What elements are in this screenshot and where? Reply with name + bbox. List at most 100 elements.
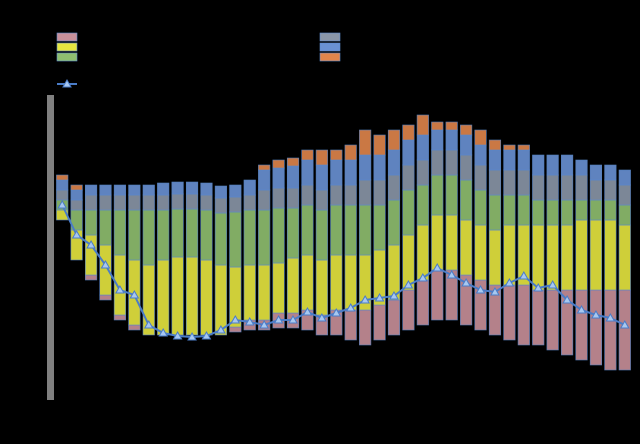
line [61, 204, 626, 339]
bar-segment [546, 350, 559, 400]
bar-segment [185, 256, 199, 336]
line-marker [331, 307, 342, 317]
bar-segment [503, 149, 516, 171]
bar-segment [474, 224, 487, 281]
bar-segment [243, 330, 256, 400]
bar-segment [70, 184, 83, 191]
bar-segment [489, 335, 501, 400]
bar-segment [589, 289, 603, 366]
bar-segment [99, 194, 112, 211]
line-marker [389, 290, 399, 300]
bar-segment [128, 194, 141, 211]
line-marker [71, 229, 82, 239]
line-marker [403, 279, 414, 289]
line-marker [533, 282, 544, 292]
bar-segment [157, 259, 170, 336]
line-marker [172, 330, 183, 340]
line-marker [417, 272, 428, 282]
bar-segment [589, 219, 603, 291]
line-marker [547, 279, 558, 289]
line-marker [273, 314, 284, 324]
bar-segment [344, 204, 357, 256]
bar-segment [258, 164, 271, 171]
bar-segment [546, 154, 559, 176]
bar-segment [546, 289, 559, 351]
bar-segment [200, 335, 213, 400]
bar-segment [200, 182, 213, 196]
bar-segment [359, 154, 372, 181]
line-marker [490, 286, 500, 296]
bar-segment [157, 194, 170, 211]
bar-segment [229, 332, 242, 400]
bar-segment [402, 289, 415, 331]
bar-segment [387, 299, 401, 336]
bar-segment [503, 284, 516, 341]
bar-segment [315, 164, 328, 191]
line-marker [302, 306, 313, 316]
bar-segment [142, 184, 155, 196]
bar-segment [315, 209, 328, 261]
bar-segment [445, 214, 458, 271]
legend-marker [62, 78, 72, 88]
bar-segment [99, 294, 112, 301]
bar-segment [431, 269, 444, 321]
bar-segment [575, 219, 588, 291]
bar-segment [416, 184, 429, 226]
bar-segment [575, 289, 588, 361]
bar-segment [416, 224, 429, 281]
bar-segment [330, 149, 343, 161]
line-marker [619, 319, 630, 329]
legend-swatch [319, 52, 341, 62]
bar-segment [460, 154, 473, 181]
bar-segment [431, 214, 444, 271]
bar-segment [387, 174, 401, 201]
bar-segment [373, 134, 386, 156]
bar-segment [474, 144, 487, 166]
bar-segment [618, 289, 631, 371]
bar-segment [503, 224, 516, 286]
bar-segment [229, 184, 242, 198]
bar-segment [171, 181, 184, 195]
bar-segment [488, 194, 502, 231]
bar-segment [604, 289, 617, 371]
bar-segment [344, 184, 357, 206]
bar-segment [185, 181, 199, 195]
bar-segment [604, 179, 617, 201]
bar-segment [431, 174, 444, 216]
bar-segment [344, 340, 357, 400]
bar-segment [503, 340, 516, 400]
bar-segment [532, 199, 545, 226]
bar-segment [359, 179, 372, 206]
bar-segment [301, 254, 314, 311]
bar-segment [200, 209, 213, 261]
bar-segment [532, 154, 545, 176]
line-marker [100, 259, 111, 269]
bar-segment [171, 335, 184, 400]
bar-segment [387, 149, 401, 176]
line-marker [432, 262, 443, 272]
bar-segment [445, 129, 458, 151]
bar-segment [575, 360, 588, 400]
bar-segment [258, 264, 271, 321]
bar-segment [402, 330, 415, 400]
line-marker [475, 284, 486, 294]
bar-segment [359, 204, 372, 256]
bar-segment [229, 326, 242, 333]
line-marker [216, 324, 226, 334]
line-marker [86, 239, 96, 249]
bar-segment [373, 179, 386, 206]
bar-segment [474, 189, 487, 226]
bar-segment [460, 325, 472, 400]
bar-segment [330, 335, 343, 400]
bar-segment [532, 289, 545, 346]
bar-segment [200, 259, 213, 336]
line-marker [230, 314, 241, 324]
bar-segment [460, 219, 473, 276]
line-marker [288, 314, 298, 324]
bar-segment [286, 165, 300, 189]
legend-swatch [319, 42, 341, 52]
bar-segment [604, 164, 617, 181]
bar-segment [171, 256, 184, 336]
